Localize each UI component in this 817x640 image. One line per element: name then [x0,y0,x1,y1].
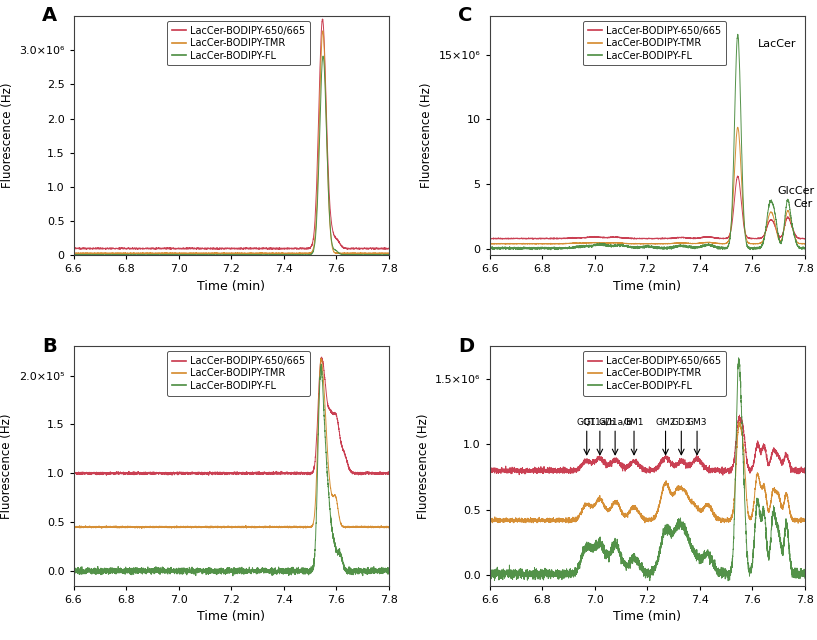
Y-axis label: Fluorescence (Hz): Fluorescence (Hz) [420,83,433,188]
Text: GT1a/b: GT1a/b [584,418,616,427]
Legend: LacCer-BODIPY-650/665, LacCer-BODIPY-TMR, LacCer-BODIPY-FL: LacCer-BODIPY-650/665, LacCer-BODIPY-TMR… [167,351,310,396]
Text: LacCer: LacCer [757,40,796,49]
Text: GM3: GM3 [687,418,708,427]
Text: Cer: Cer [793,198,812,209]
Text: GQ1: GQ1 [577,418,596,427]
X-axis label: Time (min): Time (min) [613,280,681,293]
Legend: LacCer-BODIPY-650/665, LacCer-BODIPY-TMR, LacCer-BODIPY-FL: LacCer-BODIPY-650/665, LacCer-BODIPY-TMR… [167,21,310,65]
Text: GD3: GD3 [672,418,691,427]
Y-axis label: Fluorescence (Hz): Fluorescence (Hz) [1,413,13,518]
Text: GD1a/b: GD1a/b [598,418,632,427]
Text: GM1: GM1 [623,418,645,427]
Text: D: D [458,337,474,356]
Y-axis label: Fluorescence (Hz): Fluorescence (Hz) [1,83,14,188]
Legend: LacCer-BODIPY-650/665, LacCer-BODIPY-TMR, LacCer-BODIPY-FL: LacCer-BODIPY-650/665, LacCer-BODIPY-TMR… [583,351,726,396]
Text: GlcCer: GlcCer [778,186,815,196]
X-axis label: Time (min): Time (min) [197,610,266,623]
Y-axis label: Fluorescence (Hz): Fluorescence (Hz) [417,413,430,518]
Text: B: B [42,337,56,356]
Text: C: C [458,6,472,26]
X-axis label: Time (min): Time (min) [197,280,266,293]
Text: A: A [42,6,57,26]
Legend: LacCer-BODIPY-650/665, LacCer-BODIPY-TMR, LacCer-BODIPY-FL: LacCer-BODIPY-650/665, LacCer-BODIPY-TMR… [583,21,726,65]
X-axis label: Time (min): Time (min) [613,610,681,623]
Text: GM2: GM2 [655,418,676,427]
